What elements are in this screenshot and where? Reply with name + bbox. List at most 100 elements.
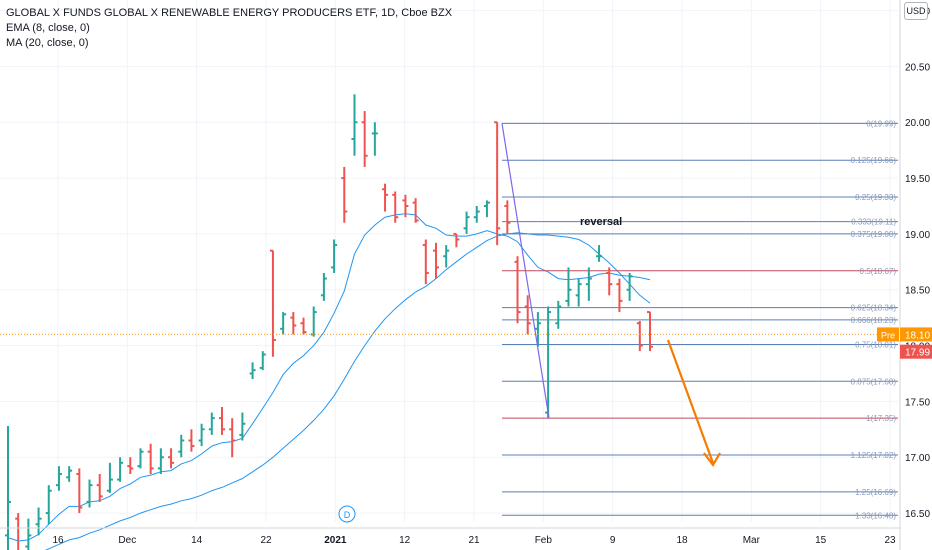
ohlc-bar: [178, 434, 185, 458]
ohlc-bars: [5, 94, 653, 550]
ohlc-bar: [290, 312, 297, 335]
y-tick-label: 20.50: [905, 62, 930, 73]
ohlc-bar: [280, 312, 287, 335]
drawings[interactable]: reversal D: [0, 123, 898, 523]
ohlc-bar: [626, 272, 633, 301]
x-tick-label: 15: [815, 535, 827, 546]
ema-8-line: [7, 213, 651, 542]
last-price-label: 18.10: [905, 330, 930, 341]
ohlc-bar: [575, 278, 582, 307]
ohlc-bar: [198, 423, 205, 447]
ohlc-bar: [463, 211, 470, 234]
ohlc-bar: [443, 245, 450, 268]
ohlc-bar: [300, 317, 307, 335]
y-tick-label: 16.50: [905, 509, 930, 520]
ohlc-bar: [392, 191, 399, 223]
y-tick-label: 19.50: [905, 174, 930, 185]
ohlc-bar: [647, 311, 653, 352]
fib-level-label: 0.875(17.68): [851, 377, 897, 386]
ohlc-bar: [188, 429, 195, 452]
ohlc-bar: [453, 232, 460, 248]
ohlc-bar: [422, 239, 429, 285]
x-tick-label: 23: [884, 535, 896, 546]
chart-legend: GLOBAL X FUNDS GLOBAL X RENEWABLE ENERGY…: [6, 6, 452, 51]
ohlc-bar: [534, 312, 541, 347]
x-tick-label: 12: [399, 535, 411, 546]
ohlc-bar: [504, 200, 511, 234]
ohlc-bar: [35, 507, 42, 536]
ohlc-bar: [15, 513, 20, 550]
ohlc-bar: [585, 267, 592, 301]
fib-level-label: 0.375(19.00): [851, 230, 897, 239]
fib-level-label: 1.33(16.48): [855, 511, 896, 520]
ohlc-bar: [514, 256, 521, 324]
last-price-badge: [900, 327, 932, 342]
ohlc-bar: [5, 425, 11, 550]
ohlc-bar: [412, 198, 419, 223]
currency-button[interactable]: USD: [904, 2, 928, 20]
ohlc-bar: [86, 479, 93, 508]
x-tick-label: 9: [610, 535, 616, 546]
reversal-annotation[interactable]: reversal: [580, 216, 622, 228]
ohlc-bar: [45, 485, 52, 525]
x-tick-label: Mar: [743, 535, 761, 546]
fib-level-label: 0(19.99): [866, 119, 896, 128]
ohlc-bar: [565, 267, 572, 307]
ohlc-bar: [596, 245, 603, 262]
ohlc-bar: [433, 242, 439, 279]
ohlc-bar: [320, 272, 327, 301]
ohlc-bar: [351, 94, 358, 156]
projection-arrow[interactable]: [666, 339, 715, 464]
fib-level-label: 0.625(18.34): [851, 304, 897, 313]
fibonacci-retracement[interactable]: 0(19.99) 0.125(19.66) 0.25(19.33) 0.333(19.…: [502, 119, 898, 520]
ohlc-bar: [341, 166, 348, 223]
close-price-label: 17.99: [905, 348, 930, 359]
y-tick-label: 18.50: [905, 286, 930, 297]
ohlc-bar: [117, 457, 124, 482]
fib-level-label: 0.125(19.66): [851, 156, 897, 165]
ohlc-bar: [636, 321, 643, 352]
ohlc-bar: [249, 362, 256, 380]
x-tick-label: 21: [468, 535, 480, 546]
ohlc-bar: [361, 111, 368, 167]
ohlc-bar: [239, 412, 246, 441]
chart-title: GLOBAL X FUNDS GLOBAL X RENEWABLE ENERGY…: [6, 7, 453, 19]
close-price-badge: [900, 344, 932, 359]
ema-indicator-label[interactable]: EMA (8, close, 0): [6, 22, 90, 34]
trend-projection-line[interactable]: [501, 123, 550, 419]
ohlc-bar: [606, 267, 613, 296]
x-tick-label: 14: [191, 535, 203, 546]
pre-badge: [877, 327, 899, 342]
ohlc-bar: [106, 462, 113, 493]
ohlc-bar: [331, 239, 338, 273]
x-tick-label: 16: [52, 535, 64, 546]
ohlc-bar: [524, 295, 531, 335]
fib-level-label: 1.25(16.69): [855, 488, 896, 497]
ohlc-bar: [147, 443, 154, 474]
fib-level-label: 1(17.35): [866, 414, 896, 423]
ohlc-bar: [473, 205, 480, 223]
moving-averages: [7, 213, 651, 550]
y-tick-label: 19.00: [905, 230, 930, 241]
ohlc-bar: [382, 183, 389, 212]
fib-level-label: 0.25(19.33): [855, 193, 896, 202]
ohlc-bar: [371, 122, 378, 156]
fib-level-label: 0.75(18.01): [855, 340, 896, 349]
x-tick-label: 18: [676, 535, 688, 546]
ohlc-bar: [483, 200, 490, 218]
ohlc-bar: [96, 473, 103, 502]
dividend-marker[interactable]: [338, 505, 356, 523]
ohlc-bar: [310, 306, 317, 337]
ohlc-bar: [208, 412, 215, 435]
ma-indicator-label[interactable]: MA (20, close, 0): [6, 37, 89, 49]
y-tick-label: 17.50: [905, 397, 930, 408]
ohlc-bar: [127, 457, 134, 474]
ohlc-bar: [229, 418, 236, 458]
fib-level-label: 0.666(18.23): [851, 316, 897, 325]
grid: [0, 0, 898, 522]
x-tick-label: Feb: [535, 535, 553, 546]
fib-level-label: 0.333(19.11): [851, 218, 896, 227]
y-tick-label: 20.00: [905, 118, 930, 129]
